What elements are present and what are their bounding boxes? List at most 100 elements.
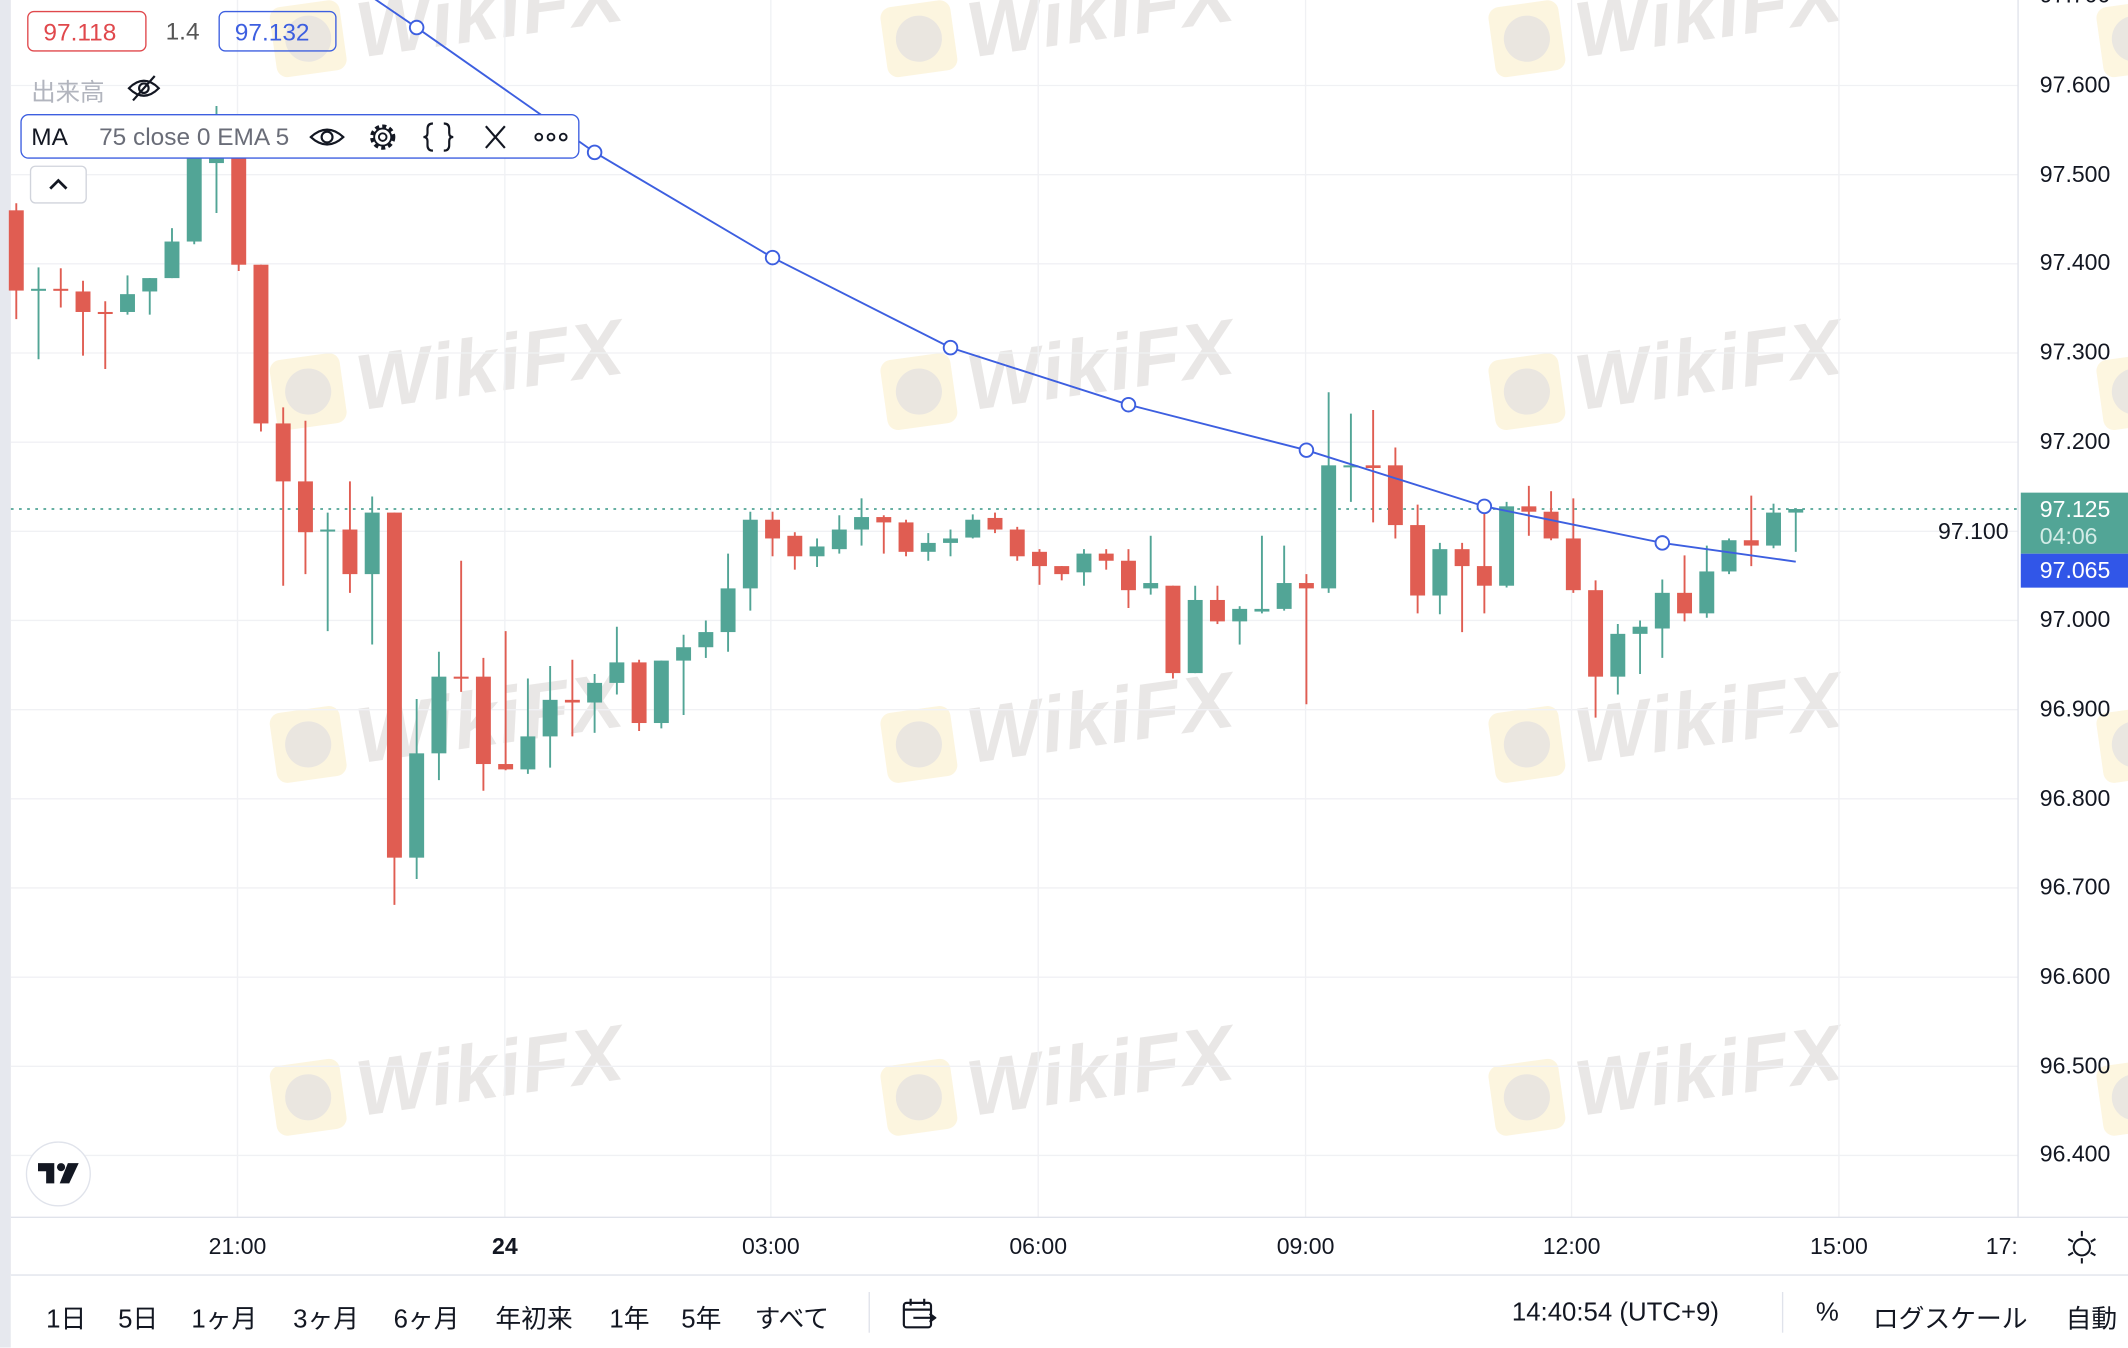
candle-body: [1298, 583, 1314, 589]
indicator-legend-ema[interactable]: MA 75 close 0 EMA 5: [20, 113, 580, 159]
close-icon[interactable]: [478, 121, 513, 154]
candle: [765, 511, 781, 557]
price-axis-label: 96.700: [2039, 874, 2111, 901]
candle: [987, 512, 1003, 534]
log-scale-button[interactable]: ログスケール: [1872, 1305, 2028, 1335]
candle-body: [698, 632, 714, 648]
eye-icon[interactable]: [309, 121, 345, 154]
left-edge-strip: [0, 0, 11, 1348]
percent-scale-button[interactable]: %: [1815, 1298, 1839, 1328]
candle-body: [898, 522, 914, 552]
price-axis-label: 96.800: [2039, 785, 2111, 812]
separator: [868, 1291, 870, 1333]
candle: [609, 626, 625, 695]
clock-timezone[interactable]: 14:40:54 (UTC+9): [1511, 1298, 1719, 1328]
candle: [809, 538, 825, 567]
candle: [631, 659, 647, 732]
candle-body: [1499, 506, 1515, 586]
collapse-legend-button[interactable]: [29, 165, 87, 204]
range-button[interactable]: 年初来: [495, 1305, 573, 1335]
candle: [1232, 606, 1248, 645]
candle: [831, 515, 847, 554]
ema-marker: [586, 144, 603, 161]
candle-body: [1232, 608, 1248, 622]
range-button[interactable]: 1日: [46, 1305, 87, 1335]
candle: [698, 620, 714, 658]
ask-price-button[interactable]: 97.132: [218, 10, 337, 52]
range-button[interactable]: 1年: [609, 1305, 650, 1335]
auto-scale-button[interactable]: 自動: [2065, 1305, 2118, 1335]
candle-body: [1588, 590, 1604, 677]
candle-body: [965, 519, 981, 538]
candle-body: [97, 311, 113, 315]
candle: [898, 519, 914, 557]
range-button[interactable]: 5日: [118, 1305, 159, 1335]
candle-body: [1209, 599, 1225, 622]
candle-body: [142, 278, 158, 292]
candle: [1054, 566, 1070, 581]
candle-body: [1432, 549, 1448, 596]
candle: [1521, 485, 1537, 536]
range-button[interactable]: すべて: [754, 1305, 830, 1335]
candle: [520, 678, 536, 774]
eye-off-icon[interactable]: [126, 73, 161, 103]
bottom-toolbar: 1日 5日 1ヶ月 3ヶ月 6ヶ月 年初来 1年 5年 すべて 14:40:54 (UTC+9)…: [10, 1274, 2128, 1348]
ema-marker: [408, 19, 425, 36]
gear-icon[interactable]: [365, 121, 400, 154]
last-price-value: 97.125: [2039, 496, 2111, 523]
candle: [1298, 574, 1314, 705]
candle: [1098, 549, 1114, 570]
candle-body: [1476, 566, 1492, 586]
candle: [386, 512, 402, 905]
candle-body: [386, 512, 402, 858]
chevron-up-icon: [49, 178, 68, 190]
time-axis-label: 24: [492, 1233, 518, 1260]
candle: [142, 278, 158, 315]
price-axis-label: 96.500: [2039, 1052, 2111, 1079]
candle: [787, 532, 803, 570]
range-button[interactable]: 5年: [681, 1305, 722, 1335]
price-axis-label: 97.000: [2039, 606, 2111, 633]
ellipsis-icon[interactable]: [533, 121, 568, 154]
price-axis-label: 97.700: [2040, 0, 2111, 10]
ema-marker: [764, 249, 781, 266]
braces-icon[interactable]: [421, 121, 456, 154]
candle-body: [1076, 553, 1092, 573]
candle-body: [1254, 608, 1270, 612]
candle-body: [1187, 599, 1203, 674]
candle: [1588, 580, 1604, 718]
last-price-tag: 97.125 04:06: [2020, 492, 2128, 554]
candle-body: [453, 676, 469, 679]
indicator-name: MA: [31, 123, 68, 151]
candle: [1743, 495, 1759, 567]
candle-body: [342, 529, 358, 575]
candle-body: [1699, 571, 1715, 614]
candle-body: [1610, 633, 1626, 677]
candle: [1321, 392, 1337, 593]
tradingview-logo[interactable]: [25, 1141, 91, 1207]
ema-price-tag: 97.065: [2020, 553, 2128, 588]
candle-body: [1009, 529, 1025, 557]
time-axis-label: 17:: [1985, 1233, 2018, 1260]
candle-body: [609, 662, 625, 683]
candle-body: [409, 753, 425, 858]
candle-body: [8, 210, 24, 291]
time-axis-label: 15:00: [1810, 1233, 1868, 1260]
candle: [1766, 503, 1781, 549]
candle: [876, 515, 892, 554]
candle-body: [431, 676, 447, 754]
candle: [53, 268, 69, 308]
sun-icon[interactable]: [2064, 1230, 2099, 1265]
candle: [275, 407, 291, 586]
calendar-range-icon[interactable]: [901, 1297, 937, 1330]
range-button[interactable]: 1ヶ月: [191, 1305, 258, 1335]
bid-price-button[interactable]: 97.118: [27, 10, 147, 52]
range-button[interactable]: 3ヶ月: [293, 1305, 360, 1335]
time-axis-label: 06:00: [1009, 1233, 1068, 1260]
candle-body: [876, 517, 892, 523]
candle-body: [987, 517, 1003, 530]
volume-indicator-label[interactable]: 出来高: [31, 78, 105, 106]
range-button[interactable]: 6ヶ月: [393, 1305, 460, 1335]
candle-body: [120, 294, 135, 312]
